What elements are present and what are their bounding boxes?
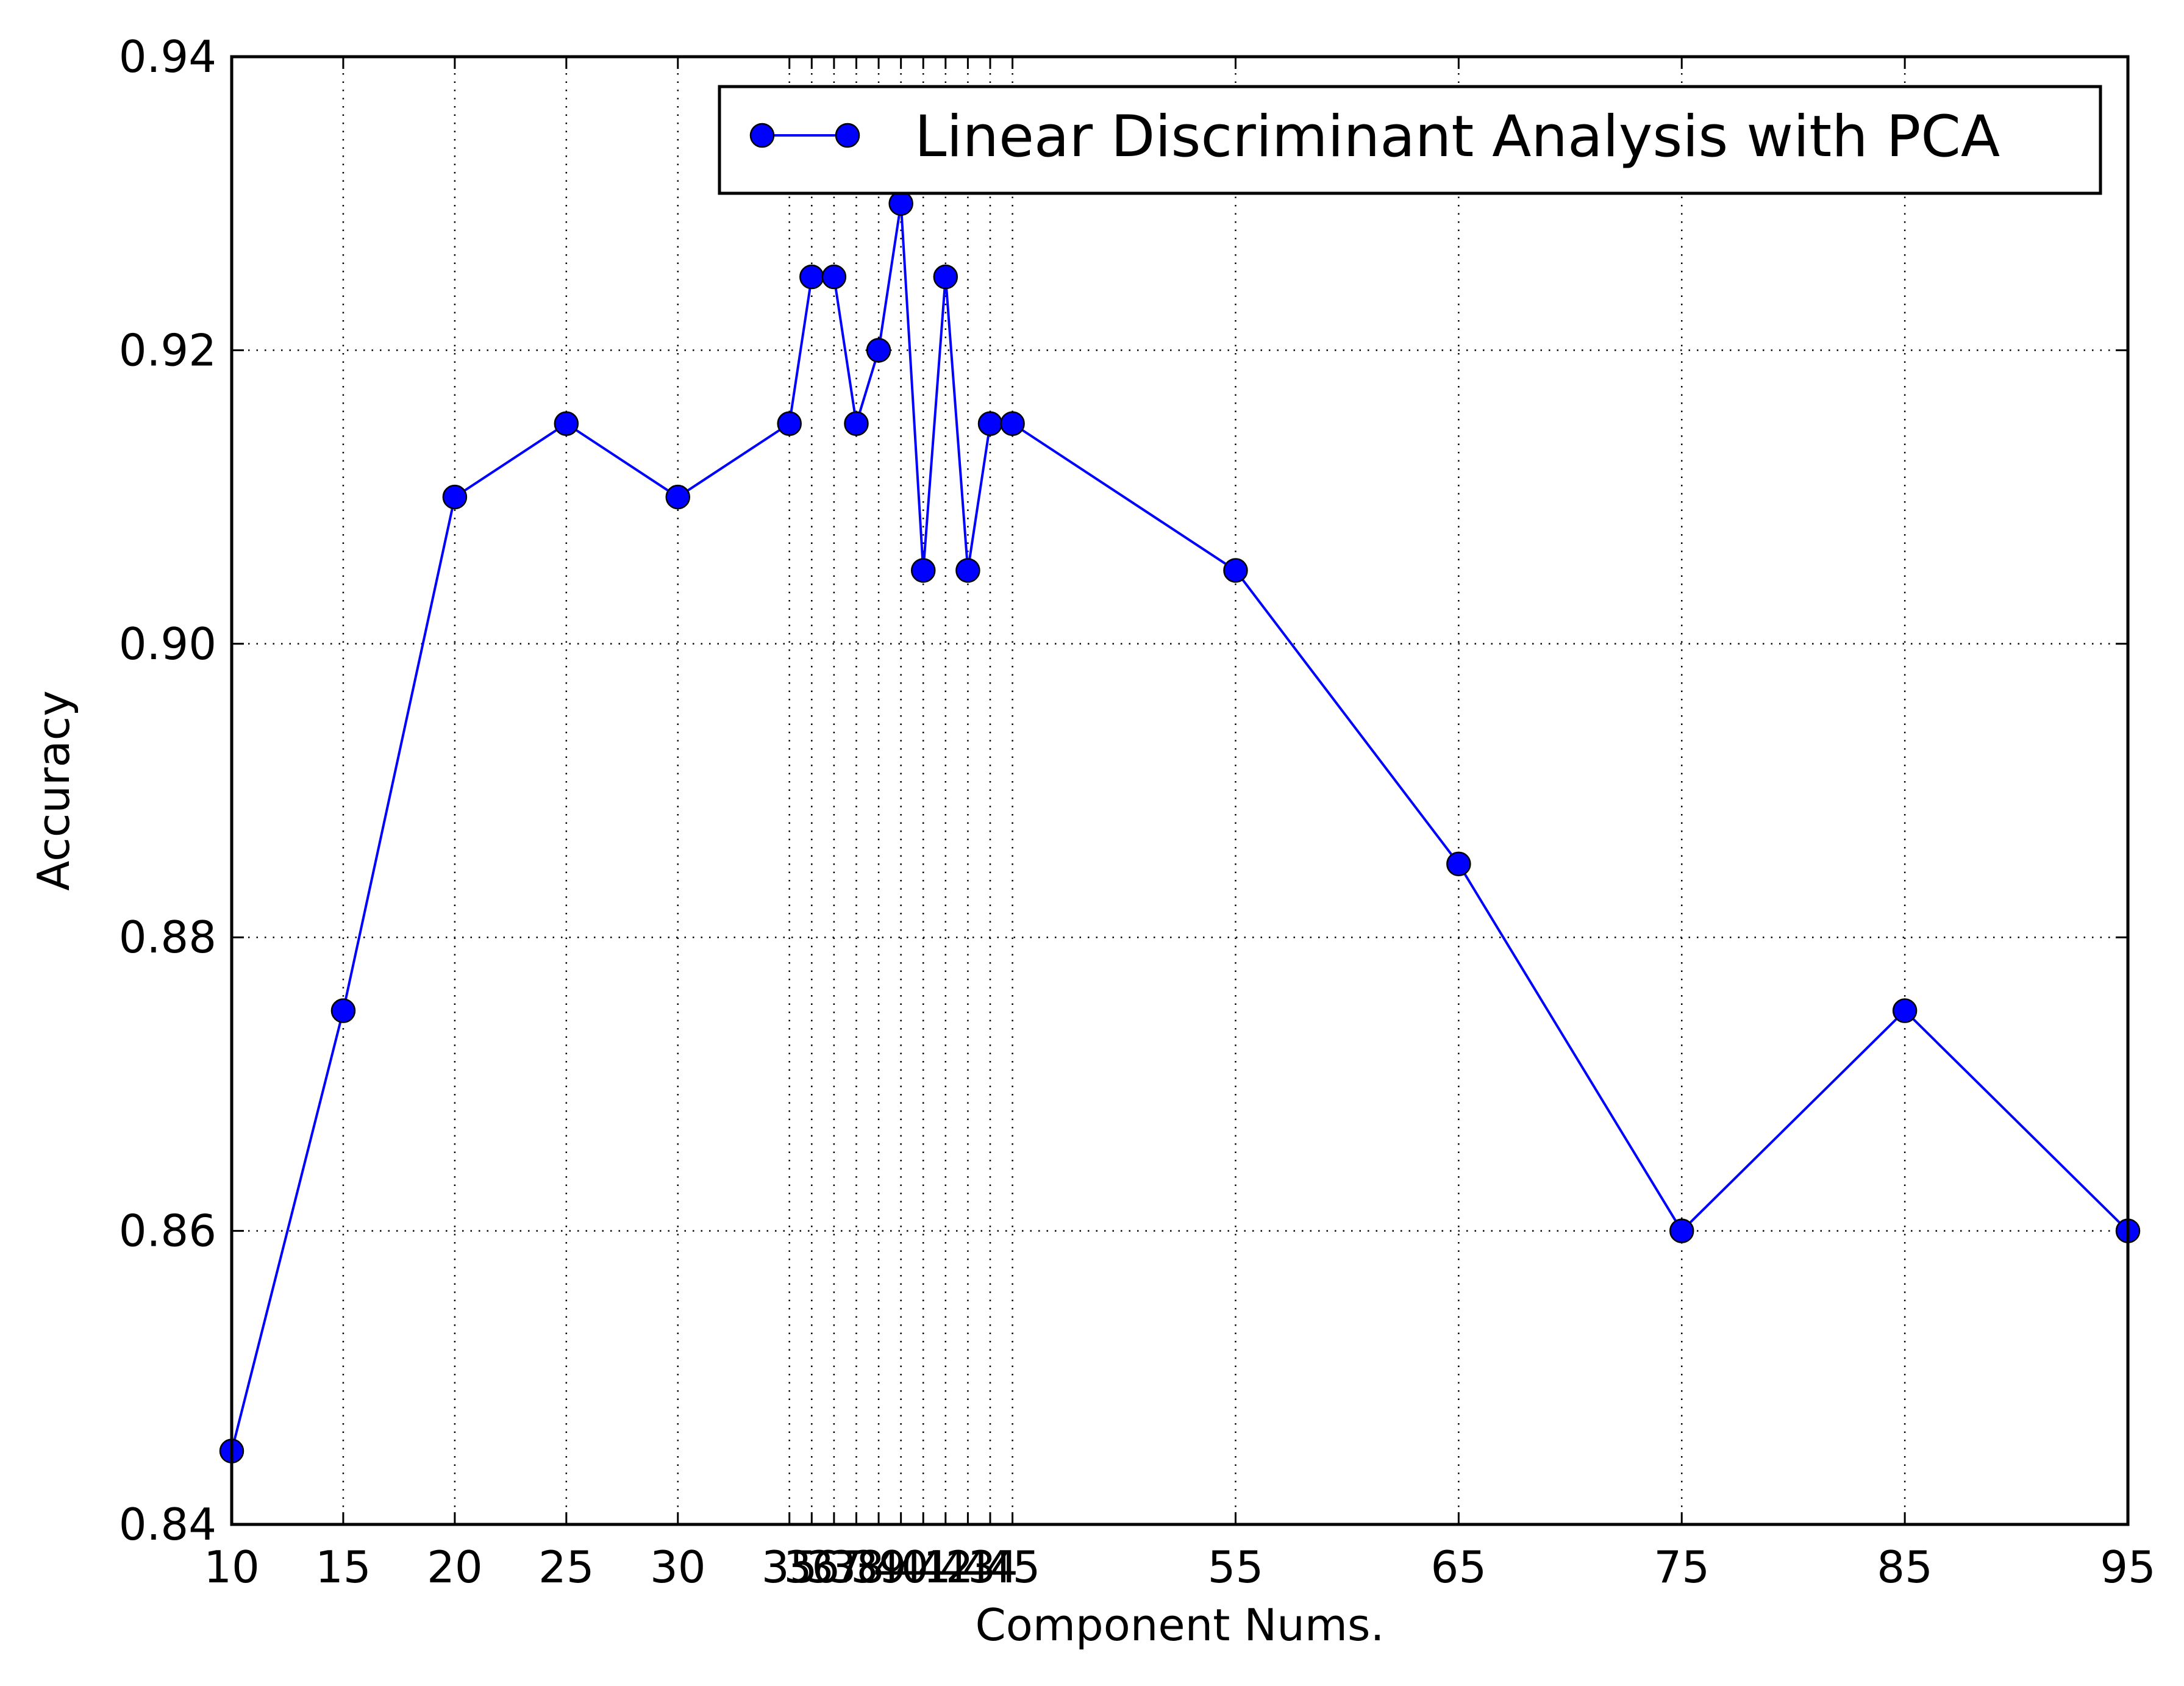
data-point xyxy=(1223,558,1248,583)
data-point xyxy=(933,264,958,290)
x-tick-label: 20 xyxy=(427,1541,483,1593)
x-tick-label: 41 xyxy=(895,1541,951,1593)
data-series xyxy=(219,191,2141,1463)
data-point xyxy=(442,484,468,510)
x-tick-label: 10 xyxy=(204,1541,260,1593)
data-point xyxy=(821,264,847,290)
x-tick-label: 35 xyxy=(762,1541,818,1593)
x-tick-label: 44 xyxy=(962,1541,1018,1593)
y-tick-label: 0.86 xyxy=(119,1206,216,1257)
data-point xyxy=(1446,851,1471,877)
data-point xyxy=(799,264,824,290)
y-tick-label: 0.84 xyxy=(119,1499,216,1550)
x-tick-label: 45 xyxy=(985,1541,1041,1593)
data-point xyxy=(554,411,579,436)
y-tick-label: 0.90 xyxy=(119,618,216,670)
x-tick-label: 15 xyxy=(315,1541,371,1593)
data-point xyxy=(1892,998,1918,1023)
x-tick-label: 43 xyxy=(940,1541,996,1593)
legend-marker xyxy=(835,123,860,148)
grid-lines xyxy=(232,57,2128,1524)
y-axis-title: Accuracy xyxy=(28,690,79,891)
x-tick-label: 65 xyxy=(1431,1541,1487,1593)
y-tick-labels: 0.84 0.86 0.88 0.90 0.92 0.94 xyxy=(119,31,216,1550)
x-tick-label: 75 xyxy=(1654,1541,1710,1593)
data-point xyxy=(888,191,913,216)
y-tick-label: 0.94 xyxy=(119,31,216,82)
data-point xyxy=(777,411,802,436)
legend-marker xyxy=(749,123,775,148)
legend-label: Linear Discriminant Analysis with PCA xyxy=(915,104,2000,170)
y-tick-label: 0.92 xyxy=(119,324,216,376)
x-tick-label: 55 xyxy=(1208,1541,1264,1593)
x-tick-label: 42 xyxy=(918,1541,974,1593)
data-point xyxy=(665,484,691,510)
data-point xyxy=(955,558,980,583)
data-point xyxy=(977,411,1003,436)
y-tick-label: 0.88 xyxy=(119,912,216,963)
x-tick-label: 39 xyxy=(851,1541,907,1593)
plot-area-frame xyxy=(230,55,2130,1526)
x-tick-label: 95 xyxy=(2100,1541,2156,1593)
x-tick-label: 25 xyxy=(538,1541,594,1593)
x-tick-label: 38 xyxy=(829,1541,885,1593)
x-tick-label: 37 xyxy=(806,1541,862,1593)
data-point xyxy=(330,998,356,1023)
data-point xyxy=(910,558,936,583)
x-tick-label: 85 xyxy=(1877,1541,1933,1593)
data-point xyxy=(1669,1218,1694,1243)
legend: Linear Discriminant Analysis with PCA xyxy=(718,85,2102,195)
data-point xyxy=(866,338,891,363)
data-point xyxy=(1000,411,1025,436)
x-tick-label: 40 xyxy=(873,1541,929,1593)
data-point xyxy=(844,411,869,436)
x-tick-label: 36 xyxy=(783,1541,840,1593)
x-axis-title: Component Nums. xyxy=(976,1599,1385,1651)
legend-box xyxy=(718,85,2102,195)
x-tick-label: 30 xyxy=(650,1541,706,1593)
